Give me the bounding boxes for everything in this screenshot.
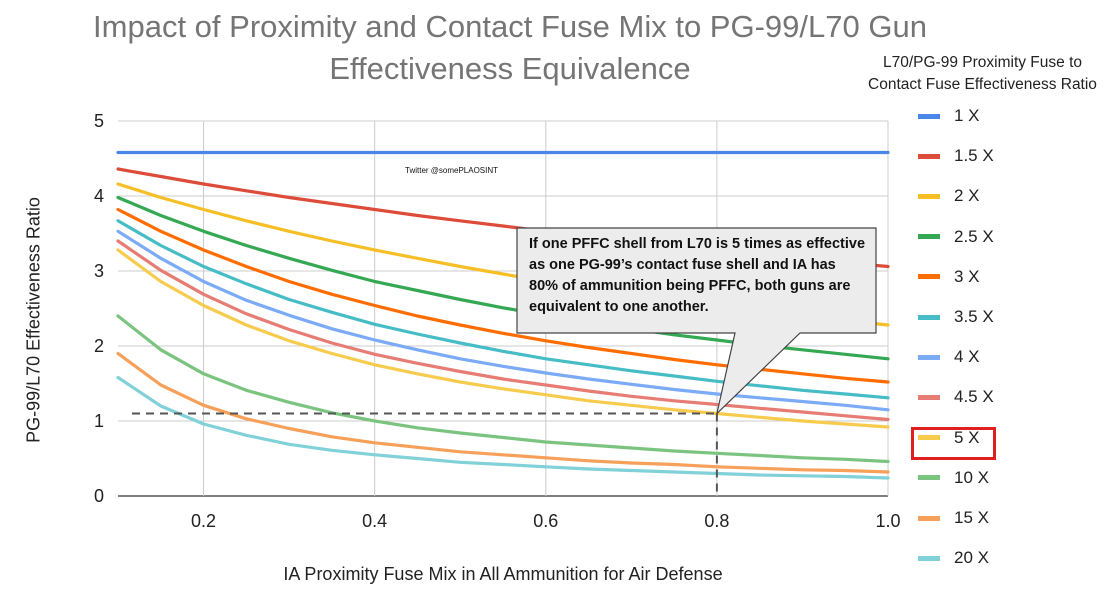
y-tick-label: 2 [94, 336, 104, 356]
y-tick-label: 5 [94, 111, 104, 131]
watermark-text: Twitter @somePLAOSINT [405, 166, 498, 175]
legend-item: 4 X [918, 345, 980, 369]
series-line [116, 239, 890, 422]
legend-label: 3.5 X [954, 307, 994, 326]
y-tick-label: 0 [94, 486, 104, 506]
legend-title-line1: L70/PG-99 Proximity Fuse to [883, 54, 1082, 71]
x-tick-label: 1.0 [875, 511, 900, 531]
y-tick-label: 1 [94, 411, 104, 431]
x-tick-label: 0.6 [533, 511, 558, 531]
series-line [116, 229, 890, 412]
legend-label: 20 X [954, 548, 989, 568]
chart-title-line2: Effectiveness Equivalence [329, 51, 691, 86]
legend-swatch [918, 555, 940, 561]
chart-title-line1: Impact of Proximity and Contact Fuse Mix… [93, 9, 927, 44]
annotation-callout: If one PFFC shell from L70 is 5 times as… [529, 236, 866, 315]
legend-item: 3 X [918, 265, 980, 289]
legend-item: 3.5 X [918, 305, 994, 329]
legend-title-line2: Contact Fuse Effectiveness Ratio [868, 76, 1097, 93]
legend-swatch [918, 113, 940, 119]
legend-swatch [918, 193, 940, 199]
legend-item: 5 X [918, 426, 980, 450]
legend-label: 4.5 X [954, 387, 994, 407]
legend-item: 1 X [918, 104, 980, 128]
series-line [116, 375, 890, 480]
legend-label: 10 X [954, 467, 989, 487]
x-tick-label: 0.8 [704, 511, 729, 531]
series-line [116, 219, 890, 400]
legend-label: 4 X [954, 347, 980, 367]
legend-label: 2.5 X [954, 226, 994, 246]
series-line [116, 351, 890, 474]
legend-label: 15 X [954, 508, 989, 527]
legend-label: 2 X [954, 186, 980, 206]
callout-box [516, 227, 877, 416]
legend-label: 1 X [954, 106, 980, 125]
y-tick-label: 4 [94, 186, 104, 206]
legend-label: 5 X [954, 427, 980, 447]
legend-title: L70/PG-99 Proximity Fuse to Contact Fuse… [850, 52, 1115, 96]
legend-item: 4.5 X [918, 385, 994, 409]
series-line [116, 314, 890, 464]
legend-swatch [918, 314, 940, 320]
x-tick-label: 0.2 [191, 511, 216, 531]
x-axis-label: IA Proximity Fuse Mix in All Ammunition … [283, 564, 723, 584]
legend-highlight-box [911, 427, 996, 460]
legend-item: 2 X [918, 184, 980, 208]
legend-swatch [918, 475, 940, 481]
legend-item: 20 X [918, 546, 989, 570]
legend-swatch [918, 515, 940, 521]
legend-label: 3 X [954, 266, 980, 286]
legend-swatch [918, 394, 940, 400]
series-line [116, 248, 890, 429]
legend-swatch [918, 435, 940, 441]
legend-item: 15 X [918, 506, 989, 530]
legend-swatch [918, 274, 940, 280]
y-tick-label: 3 [94, 261, 104, 281]
legend-swatch [918, 234, 940, 240]
legend-swatch [918, 354, 940, 360]
chart-title: Impact of Proximity and Contact Fuse Mix… [20, 6, 1000, 90]
legend-item: 2.5 X [918, 225, 994, 249]
x-tick-label: 0.4 [362, 511, 387, 531]
legend-item: 1.5 X [918, 144, 994, 168]
legend-label: 1.5 X [954, 146, 994, 166]
legend-item: 10 X [918, 466, 989, 490]
legend-swatch [918, 153, 940, 159]
